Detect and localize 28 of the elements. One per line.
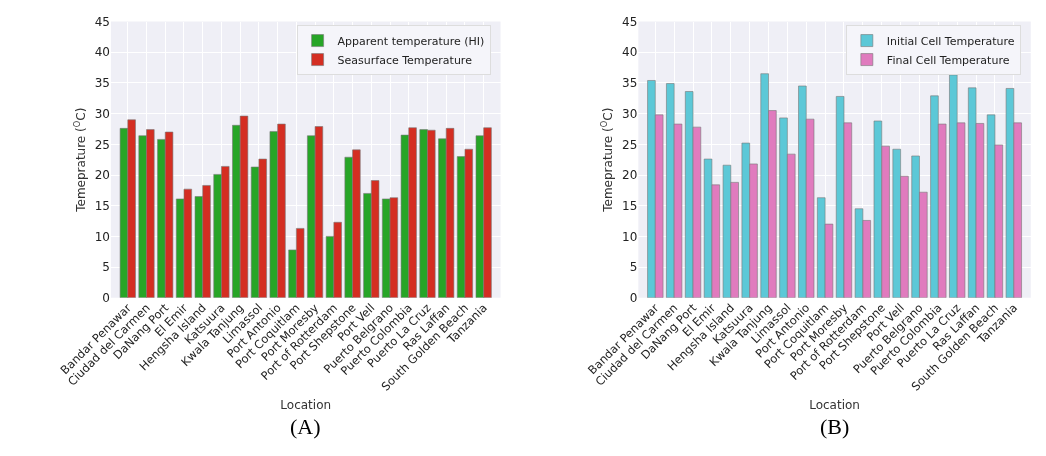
y-tick-label: 25 xyxy=(94,137,110,152)
y-tick-label: 5 xyxy=(102,260,110,275)
legend-label: Seasurface Temperature xyxy=(337,53,473,67)
text: (B) xyxy=(820,414,850,439)
legend-label: Initial Cell Temperature xyxy=(886,34,1015,48)
y-tick-label: 10 xyxy=(622,229,638,244)
y-tick-label: 30 xyxy=(622,106,638,121)
text: (A) xyxy=(290,414,321,439)
y-tick-label: 40 xyxy=(622,45,638,60)
y-tick-label: 25 xyxy=(622,137,638,152)
y-tick-label: 45 xyxy=(94,14,110,29)
y-tick-label: 5 xyxy=(629,260,638,275)
y-tick-label: 35 xyxy=(622,76,638,91)
y-tick-label: 15 xyxy=(94,198,110,213)
y-tick-label: 15 xyxy=(622,198,638,213)
y-tick-label: 0 xyxy=(102,290,110,305)
y-tick-label: 40 xyxy=(94,45,110,60)
legend-label: Apparent temperature (HI) xyxy=(337,34,485,48)
y-tick-label: 0 xyxy=(629,290,638,305)
y-tick-label: 30 xyxy=(94,106,110,121)
y-tick-label: 10 xyxy=(94,229,110,244)
y-tick-label: 45 xyxy=(622,14,638,29)
y-tick-label: 35 xyxy=(94,76,110,91)
x-axis-title: Location xyxy=(809,398,860,413)
y-tick-label: 20 xyxy=(622,168,638,183)
legend-label: Final Cell Temperature xyxy=(886,53,1010,67)
x-axis-title: Location xyxy=(280,398,332,413)
y-tick-label: 20 xyxy=(94,168,110,183)
